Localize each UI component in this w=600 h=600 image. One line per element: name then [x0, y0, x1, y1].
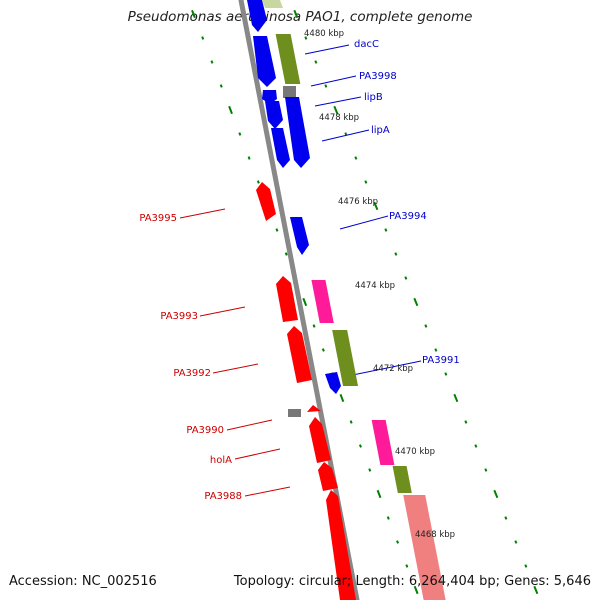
- tick-mark: [312, 324, 316, 328]
- accession-text: Accession: NC_002516: [9, 574, 157, 589]
- genome-summary-text: Topology: circular; Length: 6,264,404 bp…: [233, 574, 591, 589]
- gene-label-PA3993[interactable]: PA3993: [160, 311, 198, 322]
- feature-PA3998[interactable]: [262, 90, 277, 104]
- leader-lines: [179, 44, 422, 497]
- tick-mark: [339, 393, 345, 403]
- tick-mark: [210, 60, 214, 64]
- feature-PA3990-grey[interactable]: [288, 409, 301, 417]
- feature-PA3993-pink[interactable]: [311, 280, 334, 323]
- tick-mark: [514, 540, 518, 544]
- tick-label-4474: 4474 kbp: [355, 281, 395, 291]
- gene-label-PA3991[interactable]: PA3991: [422, 355, 460, 366]
- feature-track: [247, 0, 446, 600]
- gene-label-PA3994[interactable]: PA3994: [389, 211, 427, 222]
- tick-mark: [321, 348, 325, 352]
- tick-mark: [484, 468, 488, 472]
- tick-label-4470: 4470 kbp: [395, 447, 435, 457]
- gene-label-dacC[interactable]: dacC: [354, 39, 379, 50]
- tick-mark: [504, 516, 508, 520]
- tick-mark: [533, 585, 539, 595]
- tick-mark: [386, 516, 390, 520]
- feature-PA3994[interactable]: [290, 217, 309, 255]
- tick-mark: [191, 9, 196, 19]
- tick-mark: [364, 180, 368, 184]
- feature-PA3992-red[interactable]: [287, 326, 312, 383]
- tick-ring: [191, 9, 539, 595]
- tick-mark: [333, 105, 339, 115]
- tick-mark: [444, 372, 448, 376]
- tick-mark: [247, 156, 251, 160]
- map-title: Pseudomonas aeruginosa PAO1, complete ge…: [127, 9, 473, 25]
- tick-mark: [384, 228, 388, 232]
- feature-dacC-blue[interactable]: [253, 36, 276, 87]
- tick-mark: [304, 36, 308, 40]
- feature-PA3993-red[interactable]: [276, 276, 298, 322]
- tick-mark: [256, 180, 260, 184]
- feature-salmon-bottom[interactable]: [403, 495, 446, 600]
- feature-PA3988-red[interactable]: [318, 462, 338, 491]
- tick-mark: [302, 297, 308, 307]
- tick-mark: [349, 420, 353, 424]
- gene-label-PA3990[interactable]: PA3990: [186, 425, 224, 436]
- feature-holA-red[interactable]: [309, 417, 331, 463]
- tick-mark: [275, 228, 279, 232]
- gene-label-PA3998[interactable]: PA3998: [359, 71, 397, 82]
- tick-mark: [293, 9, 299, 19]
- feature-PA3992-olive[interactable]: [332, 330, 359, 386]
- tick-mark: [493, 489, 499, 499]
- tick-mark: [238, 132, 242, 136]
- gene-label-PA3992[interactable]: PA3992: [173, 368, 211, 379]
- feature-PA3990-red[interactable]: [307, 405, 321, 412]
- tick-mark: [424, 324, 428, 328]
- tick-mark: [413, 585, 419, 595]
- tick-mark: [524, 564, 528, 568]
- gene-label-holA[interactable]: holA: [210, 455, 232, 466]
- feature-grey-small[interactable]: [283, 86, 296, 98]
- tick-mark: [434, 348, 438, 352]
- feature-lipA-left[interactable]: [271, 128, 290, 168]
- tick-mark: [413, 297, 419, 307]
- tick-label-4472: 4472 kbp: [373, 364, 413, 374]
- tick-mark: [474, 444, 478, 448]
- tick-mark: [373, 201, 379, 211]
- tick-mark: [464, 420, 468, 424]
- feature-pale-top[interactable]: [262, 0, 283, 8]
- tick-mark: [314, 60, 318, 64]
- feature-PA3991[interactable]: [325, 372, 341, 394]
- feature-blue-top[interactable]: [247, 0, 267, 32]
- feature-PA3995[interactable]: [256, 182, 276, 221]
- tick-mark: [453, 393, 459, 403]
- tick-mark: [404, 276, 408, 280]
- tick-mark: [354, 156, 358, 160]
- tick-mark: [284, 252, 288, 256]
- tick-mark: [201, 36, 205, 40]
- feature-red-bottom[interactable]: [326, 490, 356, 600]
- tick-mark: [324, 84, 328, 88]
- tick-mark: [219, 84, 223, 88]
- feature-holA-pink[interactable]: [371, 420, 395, 465]
- tick-label-4478: 4478 kbp: [319, 113, 359, 123]
- gene-label-PA3995[interactable]: PA3995: [139, 213, 177, 224]
- feature-lipA-main[interactable]: [285, 97, 310, 168]
- feature-PA3988-olive[interactable]: [392, 466, 412, 493]
- tick-label-4468: 4468 kbp: [415, 530, 455, 540]
- tick-mark: [376, 489, 382, 499]
- tick-mark: [358, 444, 362, 448]
- gene-label-lipA[interactable]: lipA: [371, 125, 390, 136]
- gene-label-lipB[interactable]: lipB: [364, 92, 383, 103]
- tick-label-4476: 4476 kbp: [338, 197, 378, 207]
- tick-mark: [368, 468, 372, 472]
- tick-mark: [405, 564, 409, 568]
- tick-mark: [394, 252, 398, 256]
- tick-mark: [396, 540, 400, 544]
- tick-mark: [228, 105, 233, 115]
- feature-dacC-olive[interactable]: [275, 34, 301, 84]
- tick-label-4480: 4480 kbp: [304, 29, 344, 39]
- feature-lipB[interactable]: [265, 101, 283, 129]
- gene-label-PA3988[interactable]: PA3988: [204, 491, 242, 502]
